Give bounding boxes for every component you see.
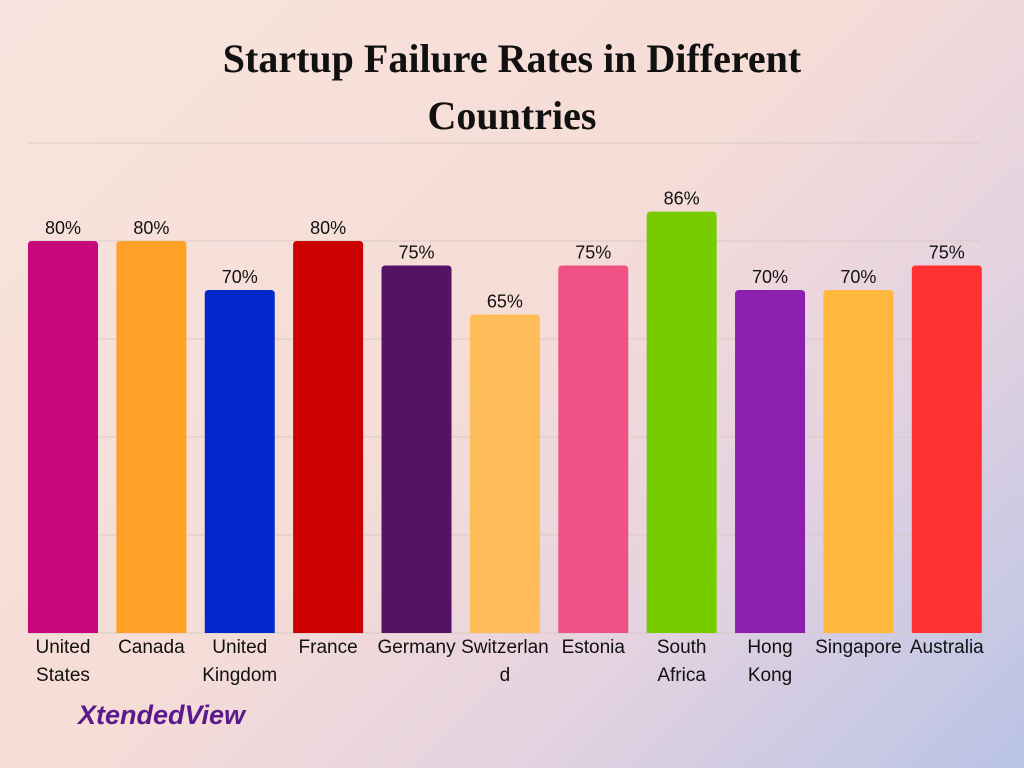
- x-tick-label: South Africa: [656, 637, 707, 686]
- x-tick-label: Singapore: [815, 637, 902, 658]
- bar: [646, 211, 717, 633]
- bar: [911, 265, 982, 633]
- x-tick-label: Switzerland: [461, 637, 549, 686]
- value-label: 86%: [664, 188, 700, 208]
- x-tick-label: France: [298, 637, 358, 658]
- value-label: 80%: [45, 218, 81, 238]
- x-tick-label: Hong Kong: [747, 637, 793, 686]
- value-label: 80%: [310, 218, 346, 238]
- bar: [558, 265, 629, 633]
- x-tick-label: United States: [35, 637, 91, 686]
- bar: [293, 241, 364, 633]
- bar: [735, 290, 806, 633]
- value-label: 70%: [752, 267, 788, 287]
- bar: [116, 241, 187, 633]
- value-label: 75%: [575, 242, 611, 262]
- x-tick-label: Canada: [118, 637, 185, 658]
- logo: XtendedView: [78, 700, 246, 730]
- value-label: 75%: [929, 242, 965, 262]
- bar: [204, 290, 275, 633]
- value-label: 65%: [487, 291, 523, 311]
- value-label: 70%: [840, 267, 876, 287]
- x-tick-label: Estonia: [561, 637, 625, 658]
- value-label: 80%: [133, 218, 169, 238]
- value-label: 70%: [222, 267, 258, 287]
- bar: [469, 314, 540, 633]
- bar: [381, 265, 452, 633]
- x-tick-label: Australia: [909, 637, 984, 658]
- bar: [823, 290, 894, 633]
- chart-title: Startup Failure Rates in Different Count…: [222, 36, 802, 138]
- x-tick-label: United Kingdom: [202, 637, 278, 686]
- value-label: 75%: [399, 242, 435, 262]
- x-tick-label: Germany: [377, 637, 456, 658]
- bar: [27, 241, 98, 633]
